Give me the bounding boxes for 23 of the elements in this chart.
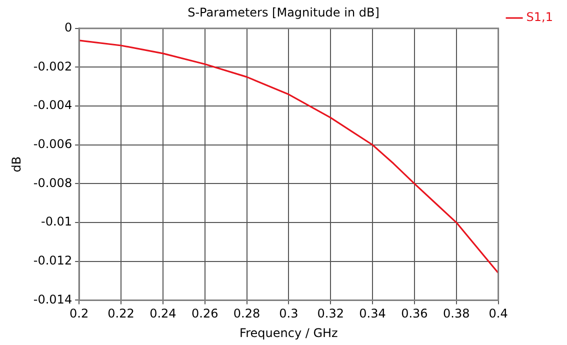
y-tick-label: -0.004 — [33, 98, 72, 112]
x-tick-label: 0.2 — [70, 306, 89, 321]
x-axis-title: Frequency / GHz — [240, 326, 338, 340]
y-tick-label: -0.012 — [33, 253, 72, 268]
y-tick-label: 0 — [64, 20, 72, 35]
x-tick-label: 0.32 — [317, 306, 344, 321]
x-tick-label: 0.22 — [108, 306, 134, 321]
chart-title: S-Parameters [Magnitude in dB] — [188, 5, 380, 20]
legend-label: S1,1 — [526, 10, 553, 24]
y-tick-label: -0.008 — [33, 176, 72, 190]
y-tick-label: -0.01 — [41, 214, 72, 229]
x-tick-label: 0.38 — [443, 306, 470, 321]
y-tick-label: -0.006 — [33, 137, 72, 152]
y-tick-label: -0.014 — [33, 292, 72, 306]
x-tick-label: 0.4 — [488, 306, 508, 321]
x-tick-label: 0.34 — [359, 306, 386, 321]
y-axis-title: dB — [9, 156, 24, 172]
x-tick-label: 0.26 — [191, 306, 218, 321]
x-tick-label: 0.28 — [233, 306, 260, 321]
x-tick-label: 0.3 — [279, 306, 298, 321]
x-tick-label: 0.36 — [401, 306, 428, 321]
y-tick-label: -0.002 — [33, 59, 72, 74]
x-tick-label: 0.24 — [150, 306, 176, 321]
